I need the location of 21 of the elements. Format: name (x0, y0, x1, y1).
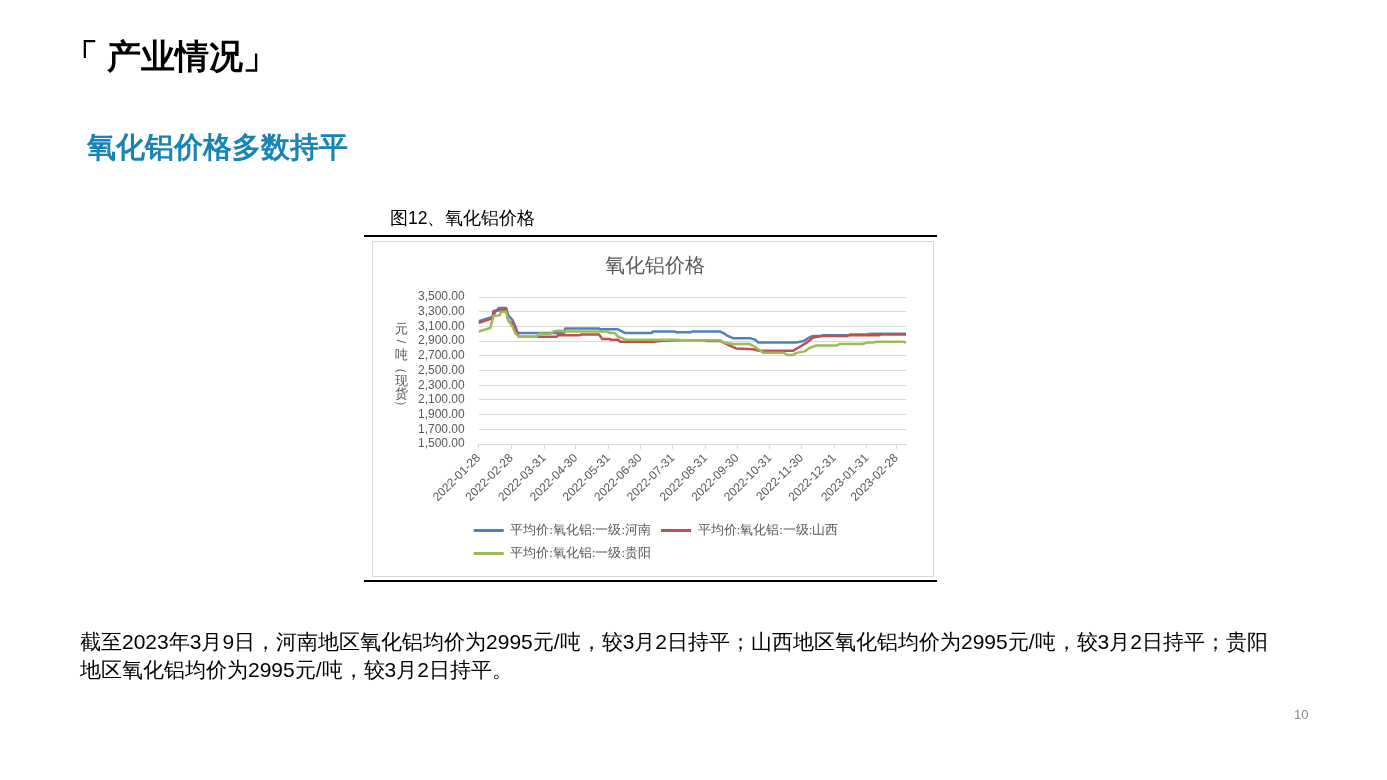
text: 「 产业情况」 (64, 36, 278, 77)
y-tick-label: 3,100.00 (417, 318, 466, 333)
legend-label: 平均价:氧化铝:一级:山西 (697, 521, 839, 537)
y-tick-label: 2,500.00 (417, 362, 466, 377)
y-tick-label: 2,700.00 (417, 348, 466, 363)
legend-label: 平均价:氧化铝:一级:贵阳 (510, 544, 652, 560)
y-axis-title: 元/吨（现货） (393, 321, 409, 414)
y-tick-label: 1,700.00 (417, 421, 466, 436)
caption: 图12、氧化铝价格 (390, 207, 536, 230)
y-tick-label: 3,300.00 (417, 304, 466, 319)
y-tick-label: 1,500.00 (417, 436, 466, 451)
y-tick-label: 2,900.00 (417, 333, 466, 348)
y-tick-label: 3,500.00 (417, 289, 466, 304)
y-tick-label: 2,100.00 (417, 392, 466, 407)
text: 10 (1294, 707, 1309, 722)
text: 截至2023年3月9日，河南地区氧化铝均价为2995元/吨，较3月2日持平；山西地区氧化铝均价为2995元/吨，较3月2日持平；贵阳地区氧化铝均价为2995元/吨，较3月2日持平。 (80, 629, 1269, 683)
y-tick-label: 2,300.00 (417, 377, 466, 392)
text: 氧化铝价格多数持平 (87, 130, 348, 165)
chart-title: 氧化铝价格 (605, 253, 705, 276)
y-tick-label: 1,900.00 (417, 406, 466, 421)
legend-label: 平均价:氧化铝:一级:河南 (510, 521, 652, 537)
